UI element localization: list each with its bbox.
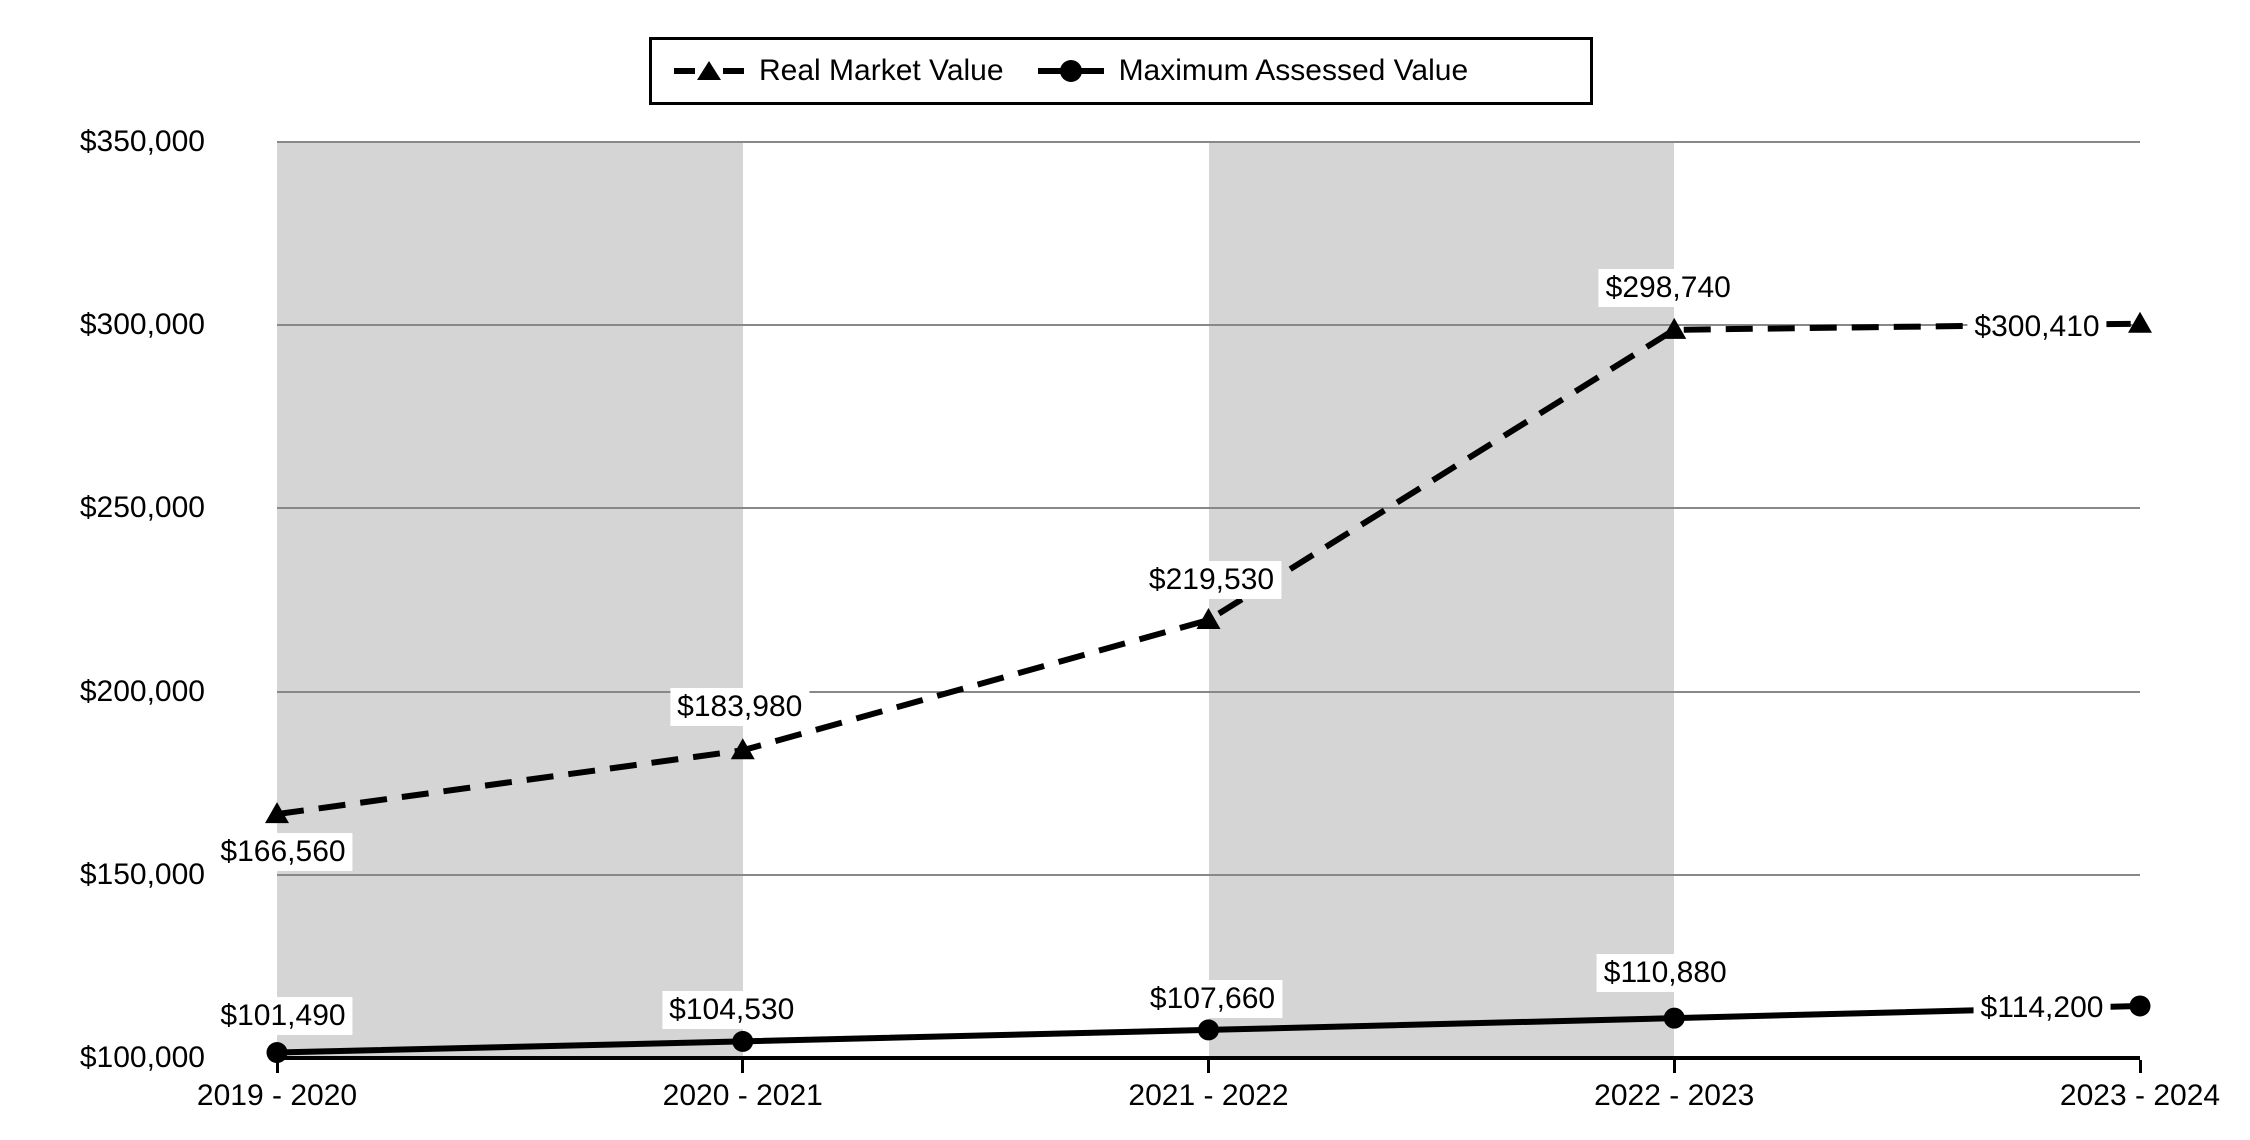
- data-point-label: $183,980: [670, 688, 810, 727]
- gridline: [277, 507, 2140, 510]
- x-axis-tick-mark: [275, 1060, 279, 1073]
- x-axis-tick-label: 2021 - 2022: [1128, 1079, 1289, 1112]
- data-point-marker-real-market-value: [2128, 311, 2152, 333]
- x-axis-tick-mark: [741, 1060, 745, 1073]
- y-axis-tick-label: $100,000: [79, 1041, 205, 1074]
- gridline: [277, 324, 2140, 327]
- legend-item-maximum-assessed-value: Maximum Assessed Value: [1037, 54, 1469, 88]
- dashed-line-triangle-marker-icon: [674, 61, 744, 80]
- y-axis-tick-label: $250,000: [79, 491, 205, 525]
- x-axis-tick-mark: [1672, 1060, 1676, 1073]
- x-axis-tick-mark: [2138, 1060, 2142, 1073]
- data-point-label: $114,200: [1973, 988, 2111, 1027]
- data-point-label: $298,740: [1598, 268, 1738, 307]
- y-axis-tick-label: $150,000: [79, 857, 205, 891]
- data-point-marker-real-market-value: [1662, 317, 1687, 339]
- data-point-marker-maximum-assessed-value: [2129, 995, 2151, 1017]
- data-point-marker-maximum-assessed-value: [266, 1042, 288, 1064]
- y-axis-tick-label: $300,000: [79, 308, 205, 342]
- x-axis-line: [277, 1056, 2140, 1060]
- plot-band: [1208, 142, 1675, 1058]
- legend-label: Real Market Value: [759, 54, 1004, 87]
- legend-label: Maximum Assessed Value: [1118, 54, 1469, 87]
- data-point-marker-real-market-value: [1196, 608, 1221, 630]
- x-axis-tick-label: 2022 - 2023: [1594, 1079, 1755, 1112]
- data-point-label: $107,660: [1142, 979, 1283, 1018]
- gridline: [277, 141, 2140, 143]
- data-point-marker-real-market-value: [730, 738, 755, 760]
- plot-band: [277, 142, 743, 1058]
- data-point-label: $110,880: [1596, 954, 1734, 993]
- x-axis-tick-label: 2019 - 2020: [196, 1079, 358, 1112]
- solid-line-circle-marker-icon: [1037, 60, 1104, 82]
- gridline: [277, 690, 2140, 693]
- gridline: [277, 873, 2140, 876]
- x-axis-tick-mark: [1207, 1060, 1210, 1073]
- y-axis-tick-label: $350,000: [79, 125, 205, 158]
- legend: Real Market Value Maximum Assessed Value: [649, 37, 1593, 105]
- data-point-label: $104,530: [662, 991, 802, 1030]
- series-line-real-market-value: [276, 320, 2141, 818]
- data-point-marker-maximum-assessed-value: [732, 1030, 754, 1052]
- data-point-marker-maximum-assessed-value: [1198, 1019, 1219, 1041]
- data-point-label: $219,530: [1141, 561, 1282, 600]
- data-point-marker-real-market-value: [265, 802, 289, 824]
- x-axis-tick-label: 2020 - 2021: [662, 1079, 823, 1112]
- data-point-marker-maximum-assessed-value: [1663, 1007, 1685, 1029]
- data-point-label: $166,560: [213, 833, 353, 872]
- y-axis-tick-label: $200,000: [79, 674, 205, 708]
- data-point-label: $101,490: [213, 996, 353, 1035]
- data-point-label: $300,410: [1967, 307, 2107, 346]
- legend-item-real-market-value: Real Market Value: [674, 54, 1004, 88]
- x-axis-tick-label: 2023 - 2024: [2059, 1079, 2221, 1112]
